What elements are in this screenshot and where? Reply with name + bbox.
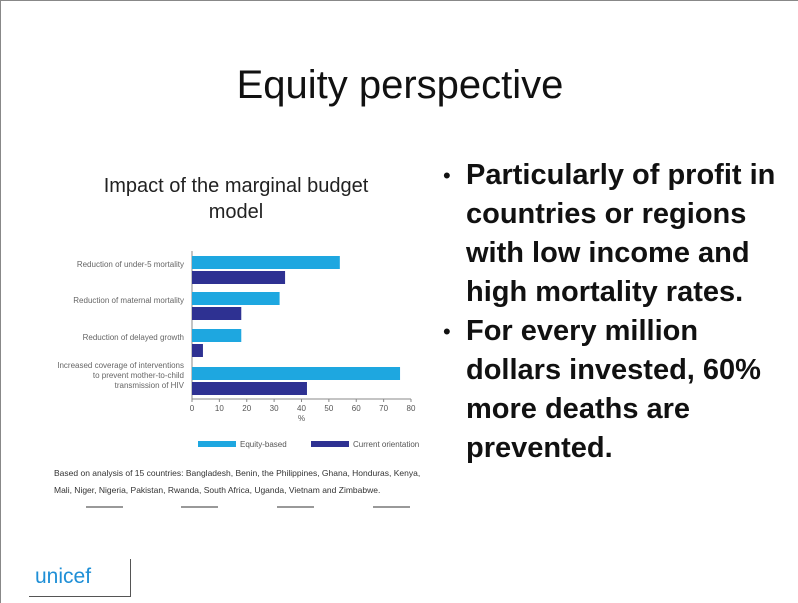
bar (192, 382, 307, 395)
legend-label: Equity-based (240, 440, 287, 449)
bullet: For every million dollars invested, 60% … (441, 312, 796, 468)
bar (192, 367, 401, 380)
legend-swatch (198, 441, 236, 447)
x-tick-label: 20 (242, 404, 251, 413)
x-tick-label: 0 (190, 404, 195, 413)
legend-swatch (311, 441, 349, 447)
bar (192, 292, 280, 305)
x-tick-label: 60 (352, 404, 361, 413)
bar (192, 307, 242, 320)
chart-note: Based on analysis of 15 countries: Bangl… (54, 468, 421, 495)
y-tick-label: Reduction of maternal mortality (73, 296, 184, 305)
x-tick-label: 50 (324, 404, 333, 413)
x-tick-label: 40 (297, 404, 306, 413)
logo: unicef (29, 559, 131, 597)
x-tick-label: 10 (215, 404, 224, 413)
y-tick-label: Increased coverage of interventions to p… (57, 361, 184, 390)
bar (192, 256, 340, 269)
slide-title: Equity perspective (236, 63, 564, 107)
bar (192, 329, 242, 342)
legend-label: Current orientation (353, 440, 419, 449)
x-tick-label: 30 (270, 404, 279, 413)
bar (192, 271, 286, 284)
x-tick-label: 70 (379, 404, 388, 413)
chart-title: Impact of the marginal budget model (103, 175, 369, 223)
x-tick-label: 80 (407, 404, 416, 413)
y-tick-label: Reduction of delayed growth (82, 333, 184, 342)
bar (192, 344, 203, 357)
bullet: Particularly of profit in countries or r… (441, 156, 796, 312)
y-tick-label: Reduction of under-5 mortality (76, 260, 184, 269)
bullet-list: Particularly of profit in countries or r… (441, 156, 796, 468)
x-axis-label: % (298, 414, 305, 423)
